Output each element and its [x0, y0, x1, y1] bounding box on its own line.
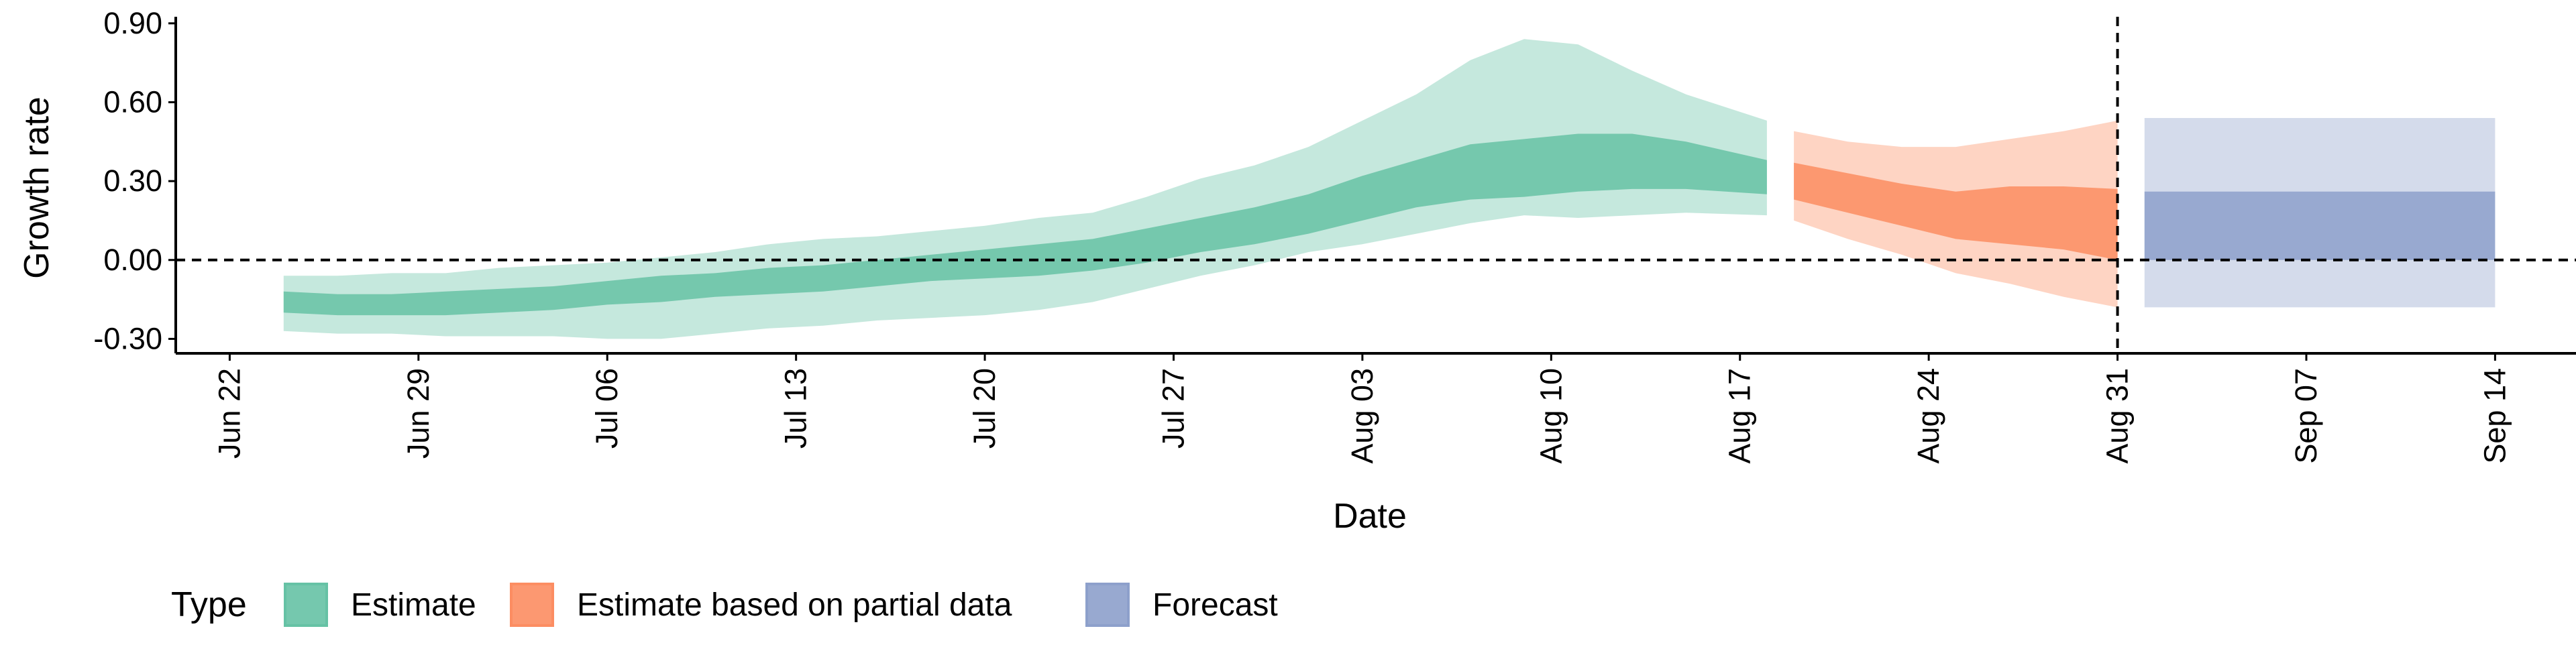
reference-lines-layer: [176, 17, 2576, 353]
x-tick-label: Jul 13: [779, 368, 813, 449]
y-tick-label: 0.30: [103, 164, 162, 198]
x-tick-label: Aug 24: [1911, 368, 1945, 464]
x-tick-label: Aug 17: [1723, 368, 1757, 464]
legend-key-estimate: [284, 583, 328, 627]
y-axis-title: Growth rate: [17, 97, 56, 279]
estimate-outer-band: [283, 39, 1767, 339]
legend-label-forecast: Forecast: [1152, 587, 1278, 623]
y-tick-label: -0.30: [93, 321, 162, 355]
x-tick-label: Sep 14: [2477, 368, 2512, 464]
bands-layer: [283, 39, 2496, 339]
x-tick-label: Jul 27: [1156, 368, 1190, 449]
axes-layer: -0.30 0.00 0.30 0.60 0.90 Jun 22 Jun 29 Jul 06 J…: [17, 6, 2576, 536]
y-tick-label: 0.00: [103, 243, 162, 277]
legend-label-estimate-based-on-partial-data: Estimate based on partial data: [577, 587, 1012, 623]
legend-key-estimate-based-on-partial-data: [510, 583, 554, 627]
x-tick-label: Jul 20: [967, 368, 1002, 449]
x-tick-label: Jul 06: [590, 368, 624, 449]
legend-title: Type: [171, 585, 247, 624]
x-tick-label: Aug 31: [2100, 368, 2135, 464]
legend-key-forecast: [1085, 583, 1130, 627]
x-axis-title: Date: [1333, 497, 1407, 536]
x-tick-label: Aug 10: [1534, 368, 1568, 464]
legend-label-estimate: Estimate: [351, 587, 476, 623]
x-tick-label: Jun 22: [212, 368, 246, 459]
x-tick-label: Aug 03: [1345, 368, 1379, 464]
x-tick-label: Jun 29: [401, 368, 435, 459]
legend: Type Estimate Estimate based on partial da…: [171, 583, 1278, 627]
y-tick-label: 0.60: [103, 84, 162, 119]
estimate-based-on-partial-data-inner-band: [1794, 162, 2118, 260]
forecast-inner-band: [2144, 191, 2496, 260]
x-tick-label: Sep 07: [2289, 368, 2323, 464]
y-tick-label: 0.90: [103, 6, 162, 40]
estimate-inner-band: [283, 133, 1767, 316]
